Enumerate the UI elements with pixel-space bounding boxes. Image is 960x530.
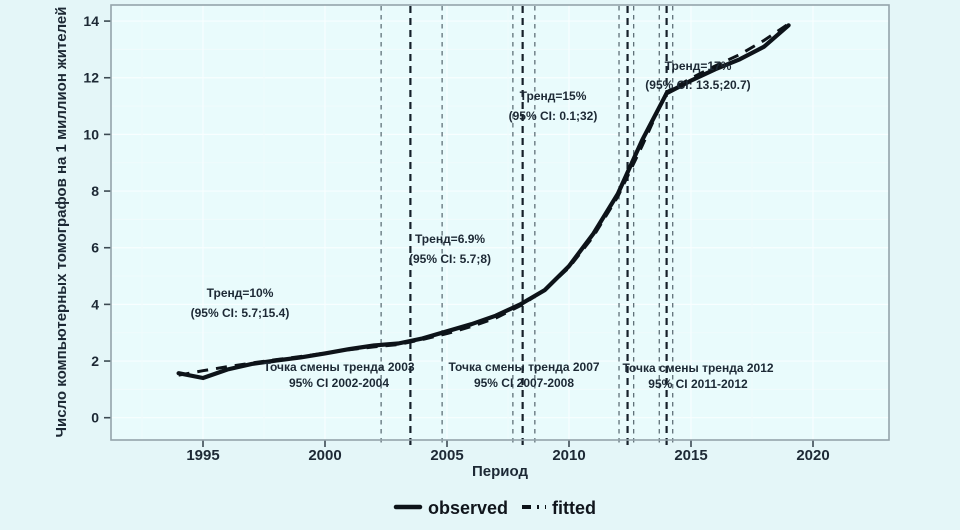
gridlines [111,5,889,440]
annotation-joinpoint-2003: Точка смены тренда 2003 95% CI 2002-2004 [263,360,414,390]
axis-ticks [104,20,814,447]
annotation-text: 95% CI 2007-2008 [474,376,574,390]
x-tick-label: 2005 [430,447,463,464]
y-tick-label: 8 [91,183,99,199]
y-axis-title: Число компьютерных томографов на 1 милли… [53,7,70,438]
annotation-joinpoint-2012: Точка смены тренда 2012 95% CI 2011-2012 [622,361,773,391]
joinpoint-lines [380,6,674,447]
legend-observed-label: observed [428,498,508,518]
y-tick-label: 12 [83,70,99,86]
x-tick-label: 2010 [552,447,585,464]
annotation-text: Точка смены тренда 2007 [448,360,599,374]
annotation-text: Тренд=17% [665,59,732,73]
legend-fitted-label: fitted [552,498,596,518]
x-tick-label: 1995 [186,447,219,464]
annotation-text: (95% CI: 0.1;32) [509,109,598,123]
annotation-trend-2: Тренд=6.9% (95% CI: 5.7;8) [409,232,491,266]
x-axis-title: Период [472,463,528,480]
y-tick-label: 0 [91,410,99,426]
annotation-text: (95% CI: 13.5;20.7) [645,78,750,92]
x-tick-label: 2015 [674,447,707,464]
annotation-text: Тренд=6.9% [415,232,485,246]
annotation-trend-1: Тренд=10% (95% CI: 5.7;15.4) [191,286,290,320]
trend-curves [176,22,791,381]
x-tick-label: 2000 [308,447,341,464]
annotation-text: Точка смены тренда 2012 [622,361,773,375]
annotation-text: 95% CI 2002-2004 [289,376,389,390]
y-tick-label: 6 [91,240,99,256]
y-tick-label: 10 [83,126,99,142]
fitted-line [178,22,790,377]
x-tick-label: 2020 [796,447,829,464]
annotation-text: (95% CI: 5.7;15.4) [191,306,290,320]
annotation-trend-4: Тренд=17% (95% CI: 13.5;20.7) [645,59,750,92]
legend: observed fitted [393,498,596,518]
annotation-text: Точка смены тренда 2003 [263,360,414,374]
annotation-text: Тренд=10% [207,286,274,300]
axis-tick-labels: 1995 2000 2005 2010 2015 2020 0 2 4 6 8 10 12 14 [83,13,829,464]
annotation-joinpoint-2007: Точка смены тренда 2007 95% CI 2007-2008 [448,360,599,390]
annotations: Тренд=10% (95% CI: 5.7;15.4) Тренд=6.9% (95… [191,59,774,391]
annotation-trend-3: Тренд=15% (95% CI: 0.1;32) [509,89,598,123]
annotation-text: Тренд=15% [520,89,587,103]
annotation-text: (95% CI: 5.7;8) [409,252,491,266]
y-tick-label: 2 [91,353,99,369]
panel-border [110,4,890,441]
y-tick-label: 4 [91,296,99,312]
y-tick-label: 14 [83,13,99,29]
annotation-text: 95% CI 2011-2012 [648,377,748,391]
